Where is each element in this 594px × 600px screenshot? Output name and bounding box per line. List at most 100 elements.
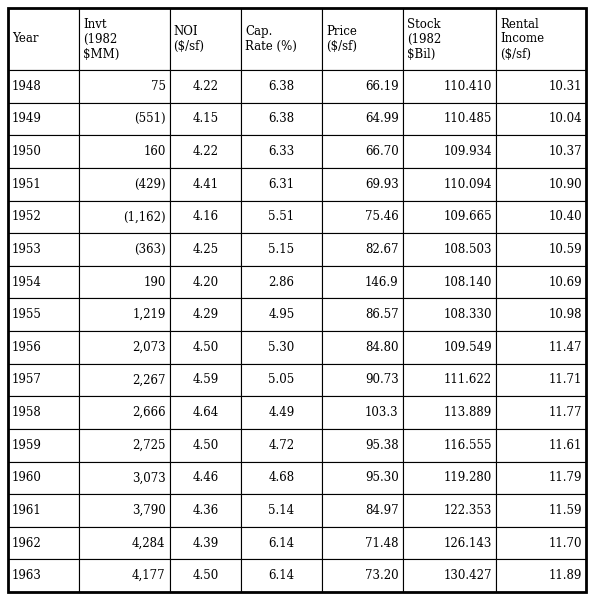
Text: 4.20: 4.20: [192, 275, 219, 289]
Text: 1,219: 1,219: [132, 308, 166, 321]
Text: 4.49: 4.49: [268, 406, 295, 419]
Bar: [403, 168, 496, 200]
Bar: [80, 103, 170, 135]
Bar: [80, 168, 170, 200]
Bar: [170, 298, 241, 331]
Text: 4.22: 4.22: [192, 145, 219, 158]
Text: 1950: 1950: [12, 145, 42, 158]
Bar: [241, 200, 322, 233]
Bar: [80, 461, 170, 494]
Bar: [241, 396, 322, 429]
Bar: [170, 559, 241, 592]
Text: 71.48: 71.48: [365, 536, 399, 550]
Bar: [8, 461, 80, 494]
Bar: [80, 70, 170, 103]
Bar: [322, 135, 403, 168]
Text: 110.410: 110.410: [444, 80, 492, 93]
Bar: [80, 559, 170, 592]
Bar: [496, 429, 586, 461]
Text: 146.9: 146.9: [365, 275, 399, 289]
Text: 3,073: 3,073: [132, 472, 166, 484]
Text: 11.71: 11.71: [549, 373, 582, 386]
Bar: [403, 364, 496, 396]
Text: 4.95: 4.95: [268, 308, 295, 321]
Text: 4.50: 4.50: [192, 341, 219, 354]
Bar: [403, 233, 496, 266]
Text: 1963: 1963: [12, 569, 42, 582]
Text: 111.622: 111.622: [444, 373, 492, 386]
Bar: [322, 461, 403, 494]
Text: 1954: 1954: [12, 275, 42, 289]
Text: 86.57: 86.57: [365, 308, 399, 321]
Text: 4.72: 4.72: [268, 439, 295, 452]
Text: 130.427: 130.427: [443, 569, 492, 582]
Text: 4.22: 4.22: [192, 80, 219, 93]
Text: 126.143: 126.143: [444, 536, 492, 550]
Text: 4.64: 4.64: [192, 406, 219, 419]
Bar: [241, 168, 322, 200]
Bar: [496, 135, 586, 168]
Bar: [8, 559, 80, 592]
Text: Year: Year: [12, 32, 39, 46]
Text: 1952: 1952: [12, 211, 42, 223]
Text: Stock
(1982
$Bil): Stock (1982 $Bil): [407, 17, 441, 61]
Text: Invt
(1982
$MM): Invt (1982 $MM): [84, 17, 120, 61]
Bar: [322, 559, 403, 592]
Bar: [322, 331, 403, 364]
Bar: [322, 527, 403, 559]
Bar: [403, 527, 496, 559]
Bar: [496, 396, 586, 429]
Text: 4.41: 4.41: [192, 178, 219, 191]
Text: 4.50: 4.50: [192, 439, 219, 452]
Text: 6.33: 6.33: [268, 145, 295, 158]
Text: 1949: 1949: [12, 112, 42, 125]
Text: 10.40: 10.40: [548, 211, 582, 223]
Text: 1951: 1951: [12, 178, 42, 191]
Bar: [241, 429, 322, 461]
Bar: [241, 70, 322, 103]
Text: 11.89: 11.89: [549, 569, 582, 582]
Bar: [170, 461, 241, 494]
Bar: [322, 8, 403, 70]
Text: 108.330: 108.330: [443, 308, 492, 321]
Bar: [8, 429, 80, 461]
Text: 4.68: 4.68: [268, 472, 295, 484]
Text: 10.90: 10.90: [548, 178, 582, 191]
Text: 10.69: 10.69: [548, 275, 582, 289]
Bar: [8, 396, 80, 429]
Text: 4.59: 4.59: [192, 373, 219, 386]
Text: 4.25: 4.25: [192, 243, 219, 256]
Text: 11.59: 11.59: [548, 504, 582, 517]
Bar: [241, 461, 322, 494]
Bar: [170, 168, 241, 200]
Bar: [496, 298, 586, 331]
Bar: [80, 527, 170, 559]
Text: 10.04: 10.04: [548, 112, 582, 125]
Text: 75: 75: [151, 80, 166, 93]
Text: 6.38: 6.38: [268, 80, 295, 93]
Text: 90.73: 90.73: [365, 373, 399, 386]
Text: Cap.
Rate (%): Cap. Rate (%): [245, 25, 297, 53]
Text: 1956: 1956: [12, 341, 42, 354]
Text: 109.665: 109.665: [443, 211, 492, 223]
Text: 3,790: 3,790: [132, 504, 166, 517]
Text: 110.094: 110.094: [443, 178, 492, 191]
Text: 4.15: 4.15: [192, 112, 219, 125]
Text: 2,267: 2,267: [132, 373, 166, 386]
Bar: [8, 70, 80, 103]
Text: 11.77: 11.77: [548, 406, 582, 419]
Bar: [170, 396, 241, 429]
Bar: [322, 70, 403, 103]
Text: 5.15: 5.15: [268, 243, 295, 256]
Text: 109.934: 109.934: [443, 145, 492, 158]
Bar: [8, 8, 80, 70]
Bar: [241, 364, 322, 396]
Bar: [322, 103, 403, 135]
Bar: [322, 396, 403, 429]
Bar: [241, 233, 322, 266]
Text: 10.37: 10.37: [548, 145, 582, 158]
Bar: [8, 331, 80, 364]
Bar: [80, 266, 170, 298]
Bar: [403, 8, 496, 70]
Bar: [322, 298, 403, 331]
